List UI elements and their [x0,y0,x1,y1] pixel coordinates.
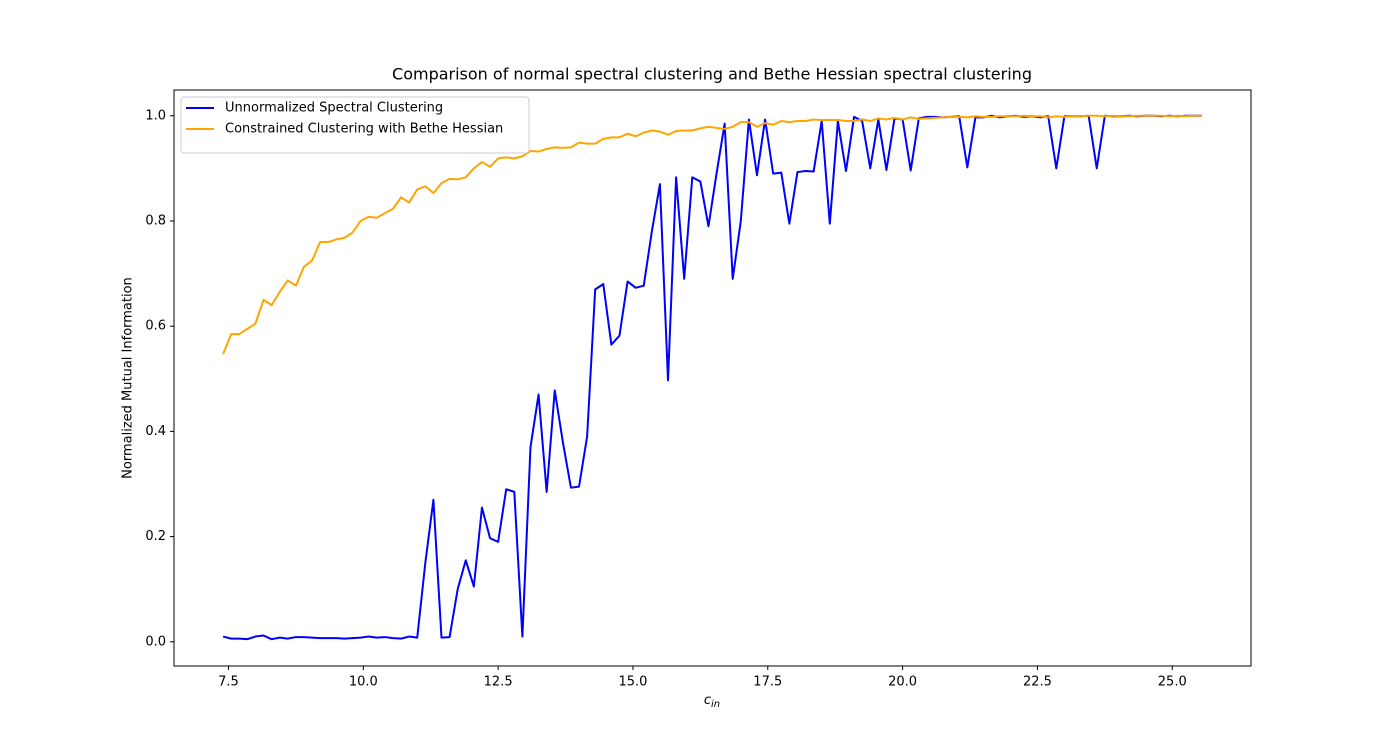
legend-label: Constrained Clustering with Bethe Hessia… [225,122,503,137]
y-tick-label: 0.4 [145,424,166,439]
x-tick-label: 12.5 [484,675,513,690]
y-tick-label: 0.8 [145,213,166,228]
y-tick-label: 0.0 [145,634,166,649]
x-tick-label: 22.5 [1023,675,1052,690]
x-tick-label: 7.5 [218,675,239,690]
x-axis-label-main: c [704,693,711,708]
y-axis-label: Normalized Mutual Information [121,277,136,479]
x-axis-label: cin [704,693,720,711]
chart-title: Comparison of normal spectral clustering… [392,65,1032,84]
legend-label: Unnormalized Spectral Clustering [225,101,443,116]
legend: Unnormalized Spectral Clustering Constrai… [180,96,530,154]
plot-frame [173,89,1252,667]
x-tick-label: 25.0 [1158,675,1187,690]
x-axis-label-sub: in [711,699,720,710]
x-tick-label: 15.0 [618,675,647,690]
y-tick-label: 1.0 [145,108,166,123]
legend-frame [180,96,530,154]
series-line [222,114,1202,355]
y-tick-label: 0.2 [145,529,166,544]
y-tick-label: 0.6 [145,319,166,334]
x-tick-label: 17.5 [753,675,782,690]
x-tick-label: 20.0 [888,675,917,690]
x-tick-label: 10.0 [349,675,378,690]
